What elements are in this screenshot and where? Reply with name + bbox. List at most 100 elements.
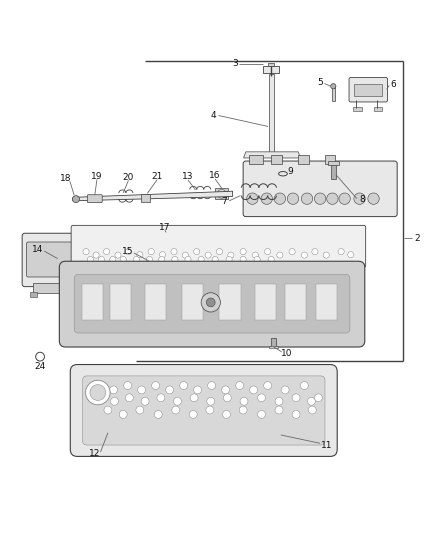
- Text: 7: 7: [220, 197, 226, 206]
- Circle shape: [98, 256, 104, 263]
- Bar: [163, 226, 167, 232]
- Circle shape: [254, 256, 260, 263]
- Circle shape: [110, 397, 118, 405]
- Bar: [254, 284, 275, 320]
- Circle shape: [246, 193, 258, 204]
- Circle shape: [227, 252, 233, 258]
- Circle shape: [171, 256, 177, 263]
- Bar: [271, 338, 275, 347]
- Polygon shape: [73, 191, 232, 201]
- Text: 21: 21: [151, 172, 162, 181]
- Circle shape: [87, 256, 93, 263]
- Circle shape: [119, 410, 127, 418]
- Circle shape: [249, 386, 257, 394]
- Circle shape: [239, 406, 247, 414]
- Circle shape: [314, 394, 321, 402]
- Text: 11: 11: [320, 441, 331, 449]
- Circle shape: [353, 193, 364, 204]
- Circle shape: [206, 298, 215, 307]
- Bar: [268, 74, 273, 153]
- Circle shape: [235, 382, 243, 390]
- Circle shape: [154, 410, 162, 418]
- Circle shape: [338, 193, 350, 204]
- Text: 15: 15: [122, 247, 133, 256]
- Circle shape: [137, 252, 143, 258]
- Circle shape: [110, 256, 116, 263]
- Circle shape: [151, 382, 159, 390]
- Circle shape: [125, 394, 133, 402]
- Circle shape: [141, 397, 149, 405]
- Circle shape: [205, 252, 211, 258]
- Circle shape: [115, 252, 121, 258]
- Circle shape: [222, 410, 230, 418]
- Circle shape: [347, 252, 353, 258]
- Circle shape: [110, 386, 117, 394]
- Text: 19: 19: [91, 172, 102, 181]
- Text: 8: 8: [359, 196, 365, 205]
- Circle shape: [90, 385, 106, 400]
- FancyBboxPatch shape: [70, 365, 336, 456]
- Circle shape: [93, 252, 99, 258]
- Bar: [271, 155, 282, 164]
- Circle shape: [240, 248, 246, 255]
- Circle shape: [330, 84, 335, 89]
- Text: 17: 17: [159, 223, 170, 232]
- Circle shape: [190, 394, 198, 402]
- Text: 24: 24: [34, 362, 46, 371]
- Circle shape: [103, 248, 110, 255]
- Bar: [330, 164, 335, 179]
- Bar: [327, 161, 338, 165]
- Circle shape: [138, 386, 145, 394]
- Circle shape: [300, 193, 312, 204]
- Circle shape: [184, 256, 191, 263]
- Text: 3: 3: [231, 59, 237, 68]
- Bar: [249, 155, 263, 164]
- FancyBboxPatch shape: [59, 261, 364, 347]
- FancyBboxPatch shape: [243, 161, 396, 216]
- Circle shape: [104, 406, 112, 414]
- Circle shape: [226, 256, 232, 263]
- Circle shape: [287, 193, 298, 204]
- Circle shape: [170, 248, 177, 255]
- Bar: [268, 346, 278, 349]
- Bar: [145, 284, 166, 320]
- Bar: [352, 107, 361, 111]
- Circle shape: [216, 248, 222, 255]
- Bar: [60, 292, 66, 297]
- Circle shape: [288, 248, 294, 255]
- Circle shape: [124, 382, 131, 390]
- Circle shape: [274, 193, 285, 204]
- FancyBboxPatch shape: [348, 77, 387, 102]
- Circle shape: [207, 382, 215, 390]
- Circle shape: [314, 193, 325, 204]
- Circle shape: [263, 382, 271, 390]
- Bar: [331, 87, 334, 101]
- Circle shape: [201, 293, 220, 312]
- Circle shape: [275, 397, 283, 405]
- Bar: [30, 292, 36, 297]
- Circle shape: [158, 256, 164, 263]
- Circle shape: [159, 252, 165, 258]
- Circle shape: [217, 189, 226, 198]
- Circle shape: [171, 406, 179, 414]
- Bar: [182, 284, 203, 320]
- Text: 16: 16: [209, 171, 220, 180]
- Text: 5: 5: [317, 78, 322, 87]
- Circle shape: [240, 397, 247, 405]
- Circle shape: [156, 394, 164, 402]
- Circle shape: [85, 380, 110, 405]
- Circle shape: [307, 397, 314, 405]
- FancyBboxPatch shape: [74, 274, 349, 333]
- FancyBboxPatch shape: [71, 225, 365, 268]
- Circle shape: [189, 410, 197, 418]
- Circle shape: [257, 410, 265, 418]
- Circle shape: [261, 193, 272, 204]
- Text: 14: 14: [32, 245, 43, 254]
- Circle shape: [120, 256, 126, 263]
- Bar: [268, 63, 274, 66]
- Bar: [81, 284, 102, 320]
- FancyBboxPatch shape: [87, 195, 102, 203]
- Circle shape: [223, 394, 231, 402]
- Text: 2: 2: [413, 233, 419, 243]
- Circle shape: [173, 397, 181, 405]
